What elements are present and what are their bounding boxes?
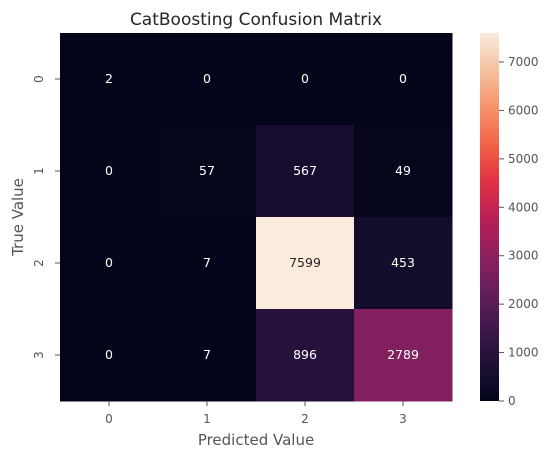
heatmap-cell-3-3 [354,309,453,402]
heatmap-cell-0-2 [256,33,355,126]
cell-value-label-1-0: 0 [105,163,113,178]
cell-value-label-0-2: 0 [301,71,309,86]
colorbar-ticks: 0 1000 2000 3000 4000 5000 6000 7000 [499,55,539,408]
heatmap-cell-3-1 [158,309,257,402]
colorbar-tick-label-3: 3000 [508,249,539,263]
colorbar-tick-label-7: 7000 [508,55,539,69]
x-tick-label-2: 2 [301,412,309,426]
colorbar-tick-label-0: 0 [508,394,516,408]
colorbar-tick-label-1: 1000 [508,346,539,360]
cell-value-label-3-1: 7 [203,347,211,362]
colorbar-tick-label-5: 5000 [508,152,539,166]
heatmap-cell-1-0 [60,125,159,218]
heatmap-cell-2-0 [60,217,159,310]
heatmap-cell-1-3 [354,125,453,218]
cell-value-label-2-3: 453 [391,255,415,270]
cell-value-label-3-3: 2789 [387,347,419,362]
cell-value-label-2-2: 7599 [289,255,321,270]
cell-value-label-2-0: 0 [105,255,113,270]
heatmap-cell-0-0 [60,33,159,126]
colorbar [480,33,499,401]
x-axis-ticks: 0 1 2 3 [105,401,407,426]
cell-value-label-0-3: 0 [399,71,407,86]
y-tick-label-0: 0 [32,75,46,83]
x-tick-label-0: 0 [105,412,113,426]
heatmap-cell-2-2 [256,217,355,310]
heatmap-cell-3-0 [60,309,159,402]
cell-value-label-1-2: 567 [293,163,317,178]
colorbar-tick-label-4: 4000 [508,200,539,214]
cell-value-label-0-1: 0 [203,71,211,86]
cell-value-label-1-3: 49 [395,163,411,178]
cell-value-label-0-0: 2 [105,71,113,86]
heatmap-cells: 2 0 0 0 0 57 567 49 0 7 7599 453 0 7 896 2789 [60,33,453,402]
y-tick-label-2: 2 [32,259,46,267]
heatmap-cell-2-1 [158,217,257,310]
heatmap-cell-0-1 [158,33,257,126]
heatmap-cell-3-2 [256,309,355,402]
heatmap-cell-0-3 [354,33,453,126]
cell-value-label-3-0: 0 [105,347,113,362]
cell-value-label-2-1: 7 [203,255,211,270]
x-tick-label-3: 3 [399,412,407,426]
chart-title: CatBoosting Confusion Matrix [130,10,382,30]
heatmap-cell-2-3 [354,217,453,310]
cell-value-label-3-2: 896 [293,347,317,362]
y-axis-ticks: 0 1 2 3 [32,75,60,359]
cell-value-label-1-1: 57 [199,163,215,178]
x-tick-label-1: 1 [203,412,211,426]
y-axis-label: True Value [9,178,27,257]
y-tick-label-3: 3 [32,351,46,359]
x-axis-label: Predicted Value [198,431,314,449]
y-tick-label-1: 1 [32,167,46,175]
colorbar-tick-label-2: 2000 [508,297,539,311]
heatmap-cell-1-2 [256,125,355,218]
colorbar-tick-label-6: 6000 [508,103,539,117]
heatmap-cell-1-1 [158,125,257,218]
